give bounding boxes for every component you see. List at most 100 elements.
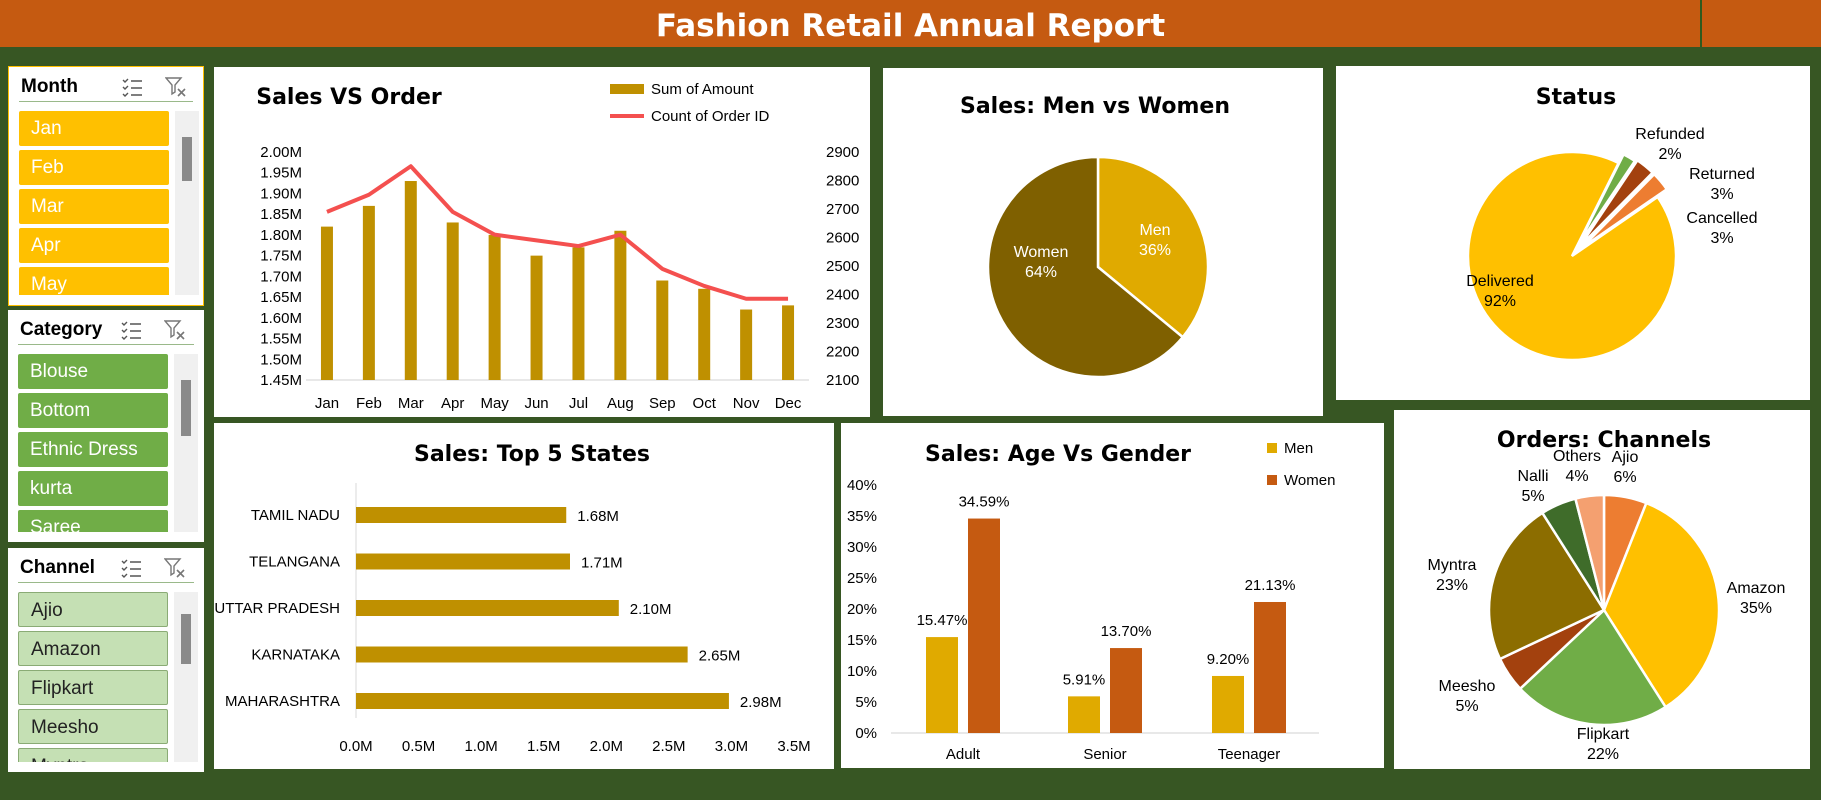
- state-label: TELANGANA: [249, 554, 340, 571]
- legend-swatch: [1267, 443, 1277, 453]
- slicer-item-kurta[interactable]: kurta: [18, 471, 168, 506]
- legend-swatch: [610, 84, 644, 94]
- scrollbar-thumb[interactable]: [181, 380, 191, 436]
- slice-percent: 5%: [1521, 488, 1544, 505]
- bar-men: [1068, 696, 1100, 733]
- y2-tick-label: 2400: [826, 287, 859, 304]
- bar-value-label: 13.70%: [1101, 623, 1152, 640]
- bar-women: [968, 518, 1000, 733]
- y-tick-label: 1.65M: [260, 289, 302, 306]
- multi-select-icon[interactable]: [121, 76, 143, 98]
- slicer-item-blouse[interactable]: Blouse: [18, 354, 168, 389]
- slice-label: Delivered: [1466, 273, 1534, 290]
- clear-filter-icon[interactable]: [164, 557, 186, 579]
- clear-filter-icon[interactable]: [165, 76, 187, 98]
- slice-label: Myntra: [1428, 557, 1477, 574]
- category-scrollbar[interactable]: [174, 354, 198, 532]
- slicer-item-saree[interactable]: Saree: [18, 510, 168, 532]
- slicer-item-apr[interactable]: Apr: [19, 228, 169, 263]
- scrollbar-thumb[interactable]: [181, 614, 191, 664]
- bar-value-label: 1.68M: [577, 508, 619, 525]
- category-slicer: Category Blouse Bottom Ethnic Dress kurt…: [8, 310, 204, 542]
- slicer-header: Channel: [18, 554, 194, 583]
- slicer-item-jan[interactable]: Jan: [19, 111, 169, 146]
- slice-percent: 35%: [1740, 600, 1772, 617]
- bar-women: [1110, 648, 1142, 733]
- pie-slice-returned: [1578, 158, 1655, 248]
- slice-label: Nalli: [1517, 468, 1548, 485]
- slicer-item-flipkart[interactable]: Flipkart: [18, 670, 168, 705]
- report-title: Fashion Retail Annual Report: [0, 0, 1821, 47]
- x-tick-label: Senior: [1083, 746, 1126, 763]
- y-tick-label: 30%: [847, 539, 877, 556]
- y-tick-label: 1.95M: [260, 165, 302, 182]
- age-vs-gender-panel: Sales: Age Vs Gender Men Women 0% 5% 10% 15% 20…: [841, 423, 1384, 768]
- x-tick-label: Apr: [441, 395, 464, 412]
- bar-men: [926, 637, 958, 733]
- slicer-item-ajio[interactable]: Ajio: [18, 592, 168, 627]
- y-tick-label: 1.75M: [260, 248, 302, 265]
- y2-tick-label: 2100: [826, 372, 859, 389]
- men-vs-women-panel: Sales: Men vs Women Men 36% Women 64%: [883, 68, 1323, 416]
- chart-title: Sales: Age Vs Gender: [925, 442, 1191, 467]
- pie-slice-women: [986, 155, 1185, 379]
- slicer-item-meesho[interactable]: Meesho: [18, 709, 168, 744]
- slicer-item-may[interactable]: May: [19, 267, 169, 295]
- y2-tick-label: 2300: [826, 315, 859, 332]
- slice-label: Cancelled: [1686, 210, 1757, 227]
- line-count-of-order-id: [326, 164, 789, 301]
- bar-value-label: 9.20%: [1207, 651, 1250, 668]
- month-scrollbar[interactable]: [175, 111, 199, 295]
- slicer-item-amazon[interactable]: Amazon: [18, 631, 168, 666]
- chart-title: Sales VS Order: [256, 85, 442, 110]
- x-tick-label: Adult: [946, 746, 981, 763]
- x-tick-label: 3.5M: [777, 738, 810, 755]
- scrollbar-thumb[interactable]: [182, 137, 192, 181]
- slice-label: Ajio: [1612, 449, 1639, 466]
- state-bar: [356, 507, 567, 523]
- channel-scrollbar[interactable]: [174, 592, 198, 762]
- channel-slicer: Channel Ajio Amazon Flipkart Meesho Mynt…: [8, 548, 204, 772]
- bar-sum-of-amount: [404, 181, 417, 380]
- slicer-item-mar[interactable]: Mar: [19, 189, 169, 224]
- state-bar: [356, 646, 688, 663]
- y-tick-label: 1.90M: [260, 185, 302, 202]
- y-tick-label: 0%: [855, 725, 877, 742]
- multi-select-icon[interactable]: [120, 557, 142, 579]
- slicer-item-ethnic-dress[interactable]: Ethnic Dress: [18, 432, 168, 467]
- sales-vs-order-chart: Sales VS Order Sum of Amount Count of Orde…: [256, 81, 859, 412]
- x-tick-label: 3.0M: [715, 738, 748, 755]
- men-vs-women-chart: Sales: Men vs Women Men 36% Women 64%: [960, 94, 1230, 379]
- bar-value-label: 1.71M: [581, 555, 623, 572]
- bar-sum-of-amount: [362, 205, 375, 380]
- x-tick-label: Nov: [733, 395, 760, 412]
- slicer-header: Category: [18, 316, 194, 345]
- y-tick-label: 20%: [847, 601, 877, 618]
- x-tick-label: 2.0M: [590, 738, 623, 755]
- y-tick-label: 40%: [847, 477, 877, 494]
- bar-sum-of-amount: [656, 280, 669, 380]
- x-tick-label: Mar: [398, 395, 424, 412]
- pie-slice-others: [1573, 493, 1606, 611]
- y-tick-label: 1.45M: [260, 372, 302, 389]
- slice-label: Refunded: [1635, 126, 1704, 143]
- slicer-item-feb[interactable]: Feb: [19, 150, 169, 185]
- bar-value-label: 34.59%: [959, 494, 1010, 511]
- x-tick-label: 0.5M: [402, 738, 435, 755]
- y-tick-label: 1.70M: [260, 268, 302, 285]
- y-tick-label: 35%: [847, 508, 877, 525]
- month-slicer-title: Month: [21, 76, 78, 97]
- slicer-item-myntra[interactable]: Myntra: [18, 748, 168, 762]
- legend-swatch: [1267, 475, 1277, 485]
- y-tick-label: 1.85M: [260, 206, 302, 223]
- slice-percent: 3%: [1710, 230, 1733, 247]
- multi-select-icon[interactable]: [120, 319, 142, 341]
- y-tick-label: 1.60M: [260, 310, 302, 327]
- y-tick-label: 10%: [847, 663, 877, 680]
- bar-value-label: 21.13%: [1245, 577, 1296, 594]
- month-slicer: Month Jan Feb Mar Apr May: [8, 66, 204, 306]
- clear-filter-icon[interactable]: [164, 319, 186, 341]
- sales-vs-order-panel: Sales VS Order Sum of Amount Count of Orde…: [214, 67, 870, 417]
- slicer-item-bottom[interactable]: Bottom: [18, 393, 168, 428]
- slice-percent: 92%: [1484, 293, 1516, 310]
